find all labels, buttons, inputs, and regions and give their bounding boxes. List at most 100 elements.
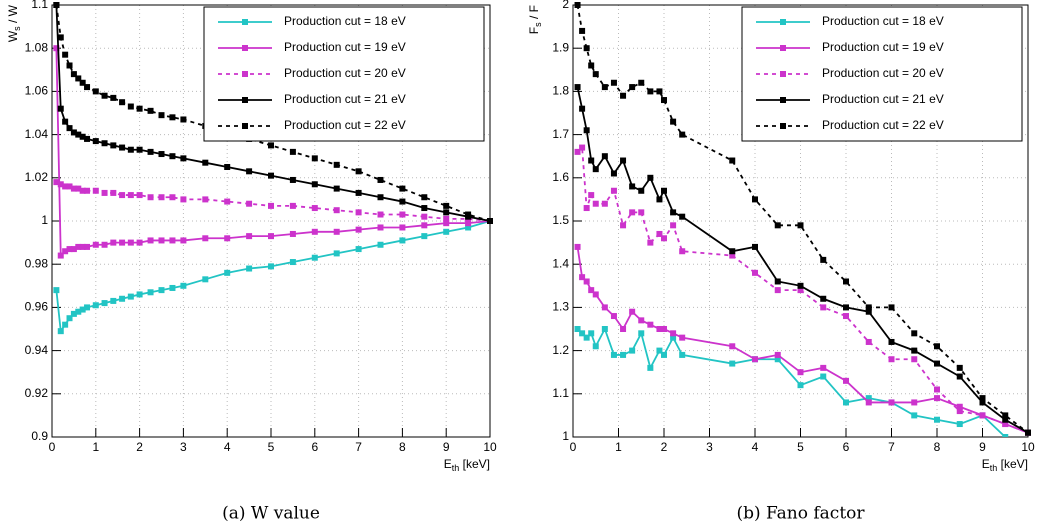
- y-tick-label: 1.02: [25, 170, 49, 184]
- data-point: [620, 157, 627, 164]
- data-point: [399, 237, 406, 244]
- data-point: [956, 373, 963, 380]
- data-point: [661, 326, 667, 332]
- legend-marker: [780, 71, 786, 77]
- y-tick-label: 1.04: [25, 127, 49, 141]
- x-axis-label-part: th: [452, 463, 460, 473]
- data-point: [843, 399, 849, 406]
- data-point: [119, 192, 126, 199]
- data-point: [729, 343, 736, 350]
- data-point: [1025, 429, 1031, 436]
- data-point: [583, 278, 590, 285]
- x-tick-label: 2: [136, 440, 143, 454]
- data-point: [169, 114, 176, 121]
- data-point: [579, 330, 586, 337]
- data-point: [443, 209, 450, 216]
- x-tick-label: 6: [311, 440, 318, 454]
- data-point: [443, 220, 450, 227]
- data-point: [956, 408, 963, 415]
- data-point: [820, 373, 827, 380]
- data-point: [268, 233, 274, 240]
- data-point: [638, 209, 645, 216]
- y-axis-label-part: s: [12, 26, 22, 31]
- data-point: [421, 213, 428, 220]
- data-point: [956, 421, 963, 428]
- caption: (b) Fano factor: [736, 504, 865, 524]
- y-axis-label-part: W: [6, 30, 20, 42]
- x-axis-label-part: E: [982, 457, 990, 471]
- data-point: [75, 308, 82, 315]
- data-point: [661, 351, 667, 358]
- data-point: [656, 196, 663, 203]
- x-axis-label: Eth [keV]: [444, 457, 490, 473]
- x-tick-label: 8: [934, 440, 941, 454]
- data-point: [180, 196, 187, 203]
- y-axis-label-part: / W: [6, 4, 20, 26]
- legend-marker: [780, 123, 786, 129]
- data-point: [820, 295, 827, 302]
- data-point: [820, 256, 827, 263]
- data-point: [647, 174, 654, 181]
- data-point: [147, 194, 154, 201]
- data-point: [333, 207, 340, 214]
- y-tick-label: 1.06: [25, 84, 49, 98]
- legend-marker: [242, 97, 248, 103]
- legend-label: Production cut = 19 eV: [284, 40, 406, 54]
- data-point: [246, 200, 253, 207]
- data-point: [629, 308, 636, 315]
- data-point: [670, 334, 677, 341]
- data-point: [355, 246, 362, 253]
- data-point: [774, 278, 781, 285]
- data-point: [147, 148, 154, 155]
- data-point: [92, 302, 99, 309]
- data-point: [1002, 412, 1009, 419]
- data-point: [934, 343, 940, 350]
- legend-marker: [242, 123, 248, 129]
- x-tick-label: 2: [661, 440, 668, 454]
- x-axis-label-part: [keV]: [997, 457, 1028, 471]
- data-point: [443, 228, 450, 235]
- data-point: [333, 228, 340, 235]
- data-point: [911, 356, 918, 363]
- data-point: [246, 168, 253, 175]
- y-axis-label-part: s: [533, 22, 543, 27]
- data-point: [377, 224, 384, 231]
- caption: (a) W value: [222, 504, 320, 524]
- data-point: [1002, 416, 1009, 423]
- data-point: [638, 317, 645, 324]
- data-point: [127, 293, 134, 300]
- data-point: [75, 75, 82, 82]
- legend-label: Production cut = 22 eV: [284, 118, 406, 132]
- data-point: [679, 334, 686, 341]
- y-tick-label: 1.5: [552, 213, 569, 227]
- data-point: [610, 170, 617, 177]
- data-point: [592, 291, 599, 298]
- data-point: [355, 168, 362, 175]
- data-point: [355, 209, 362, 216]
- x-tick-label: 9: [443, 440, 450, 454]
- x-tick-label: 3: [706, 440, 713, 454]
- data-point: [399, 185, 406, 192]
- data-point: [110, 142, 117, 149]
- x-tick-label: 10: [483, 440, 497, 454]
- plot-frame: [572, 4, 1029, 438]
- data-point: [797, 382, 804, 389]
- data-point: [421, 205, 428, 212]
- data-point: [934, 395, 940, 402]
- data-point: [79, 79, 86, 86]
- data-point: [79, 306, 86, 313]
- data-point: [333, 185, 340, 192]
- x-tick-label: 4: [752, 440, 759, 454]
- data-point: [169, 194, 176, 201]
- data-point: [752, 269, 758, 276]
- data-point: [843, 304, 849, 311]
- x-tick-label: 3: [180, 440, 187, 454]
- y-tick-label: 0.98: [25, 256, 49, 270]
- y-tick-label: 1.6: [552, 170, 569, 184]
- data-point: [656, 326, 663, 332]
- data-point: [620, 222, 627, 229]
- data-point: [956, 364, 963, 371]
- legend-label: Production cut = 18 eV: [822, 14, 944, 28]
- y-tick-label: 0.9: [31, 429, 48, 443]
